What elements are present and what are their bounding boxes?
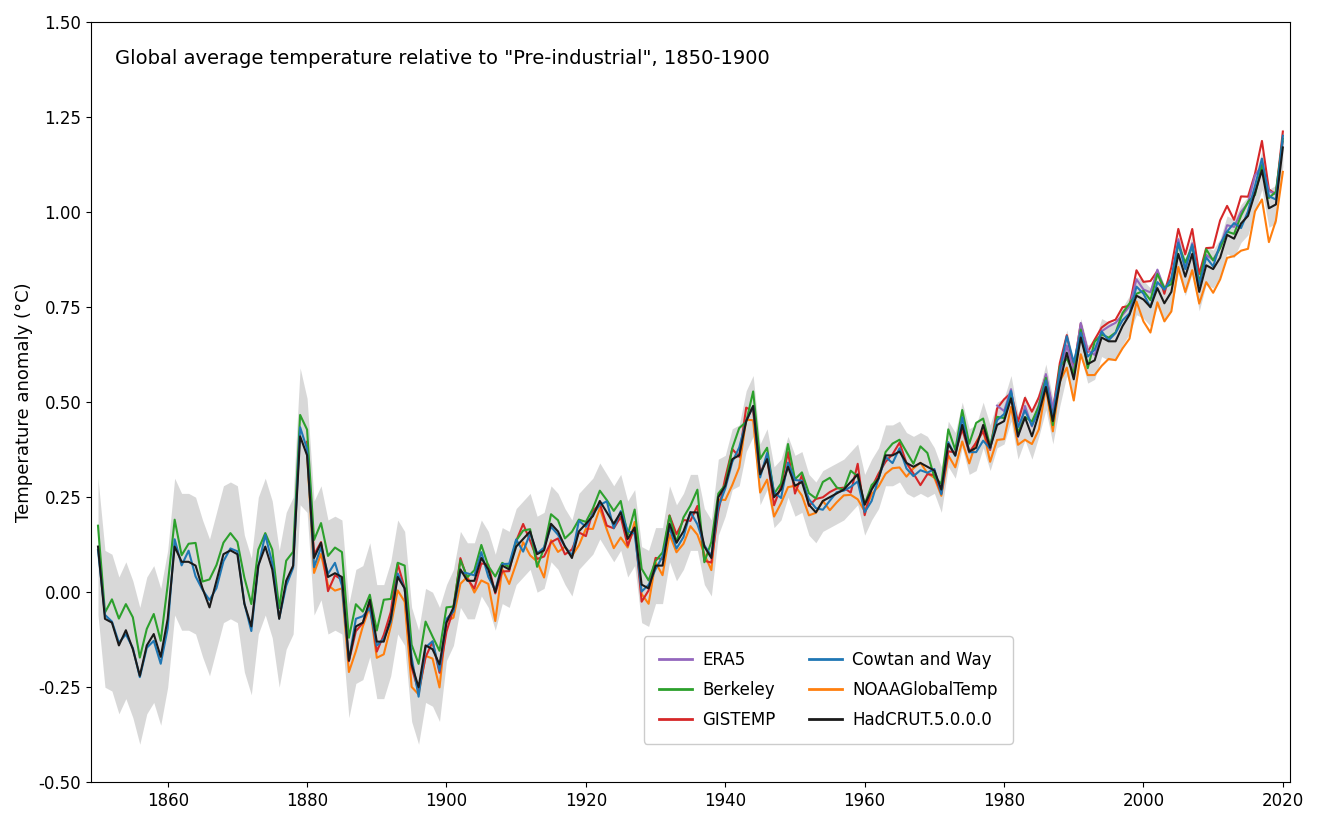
Y-axis label: Temperature anomaly (°C): Temperature anomaly (°C) bbox=[15, 282, 33, 522]
Legend: ERA5, Berkeley, GISTEMP, Cowtan and Way, NOAAGlobalTemp, HadCRUT.5.0.0.0: ERA5, Berkeley, GISTEMP, Cowtan and Way,… bbox=[644, 636, 1012, 743]
Text: Global average temperature relative to "Pre-industrial", 1850-1900: Global average temperature relative to "… bbox=[115, 49, 770, 68]
